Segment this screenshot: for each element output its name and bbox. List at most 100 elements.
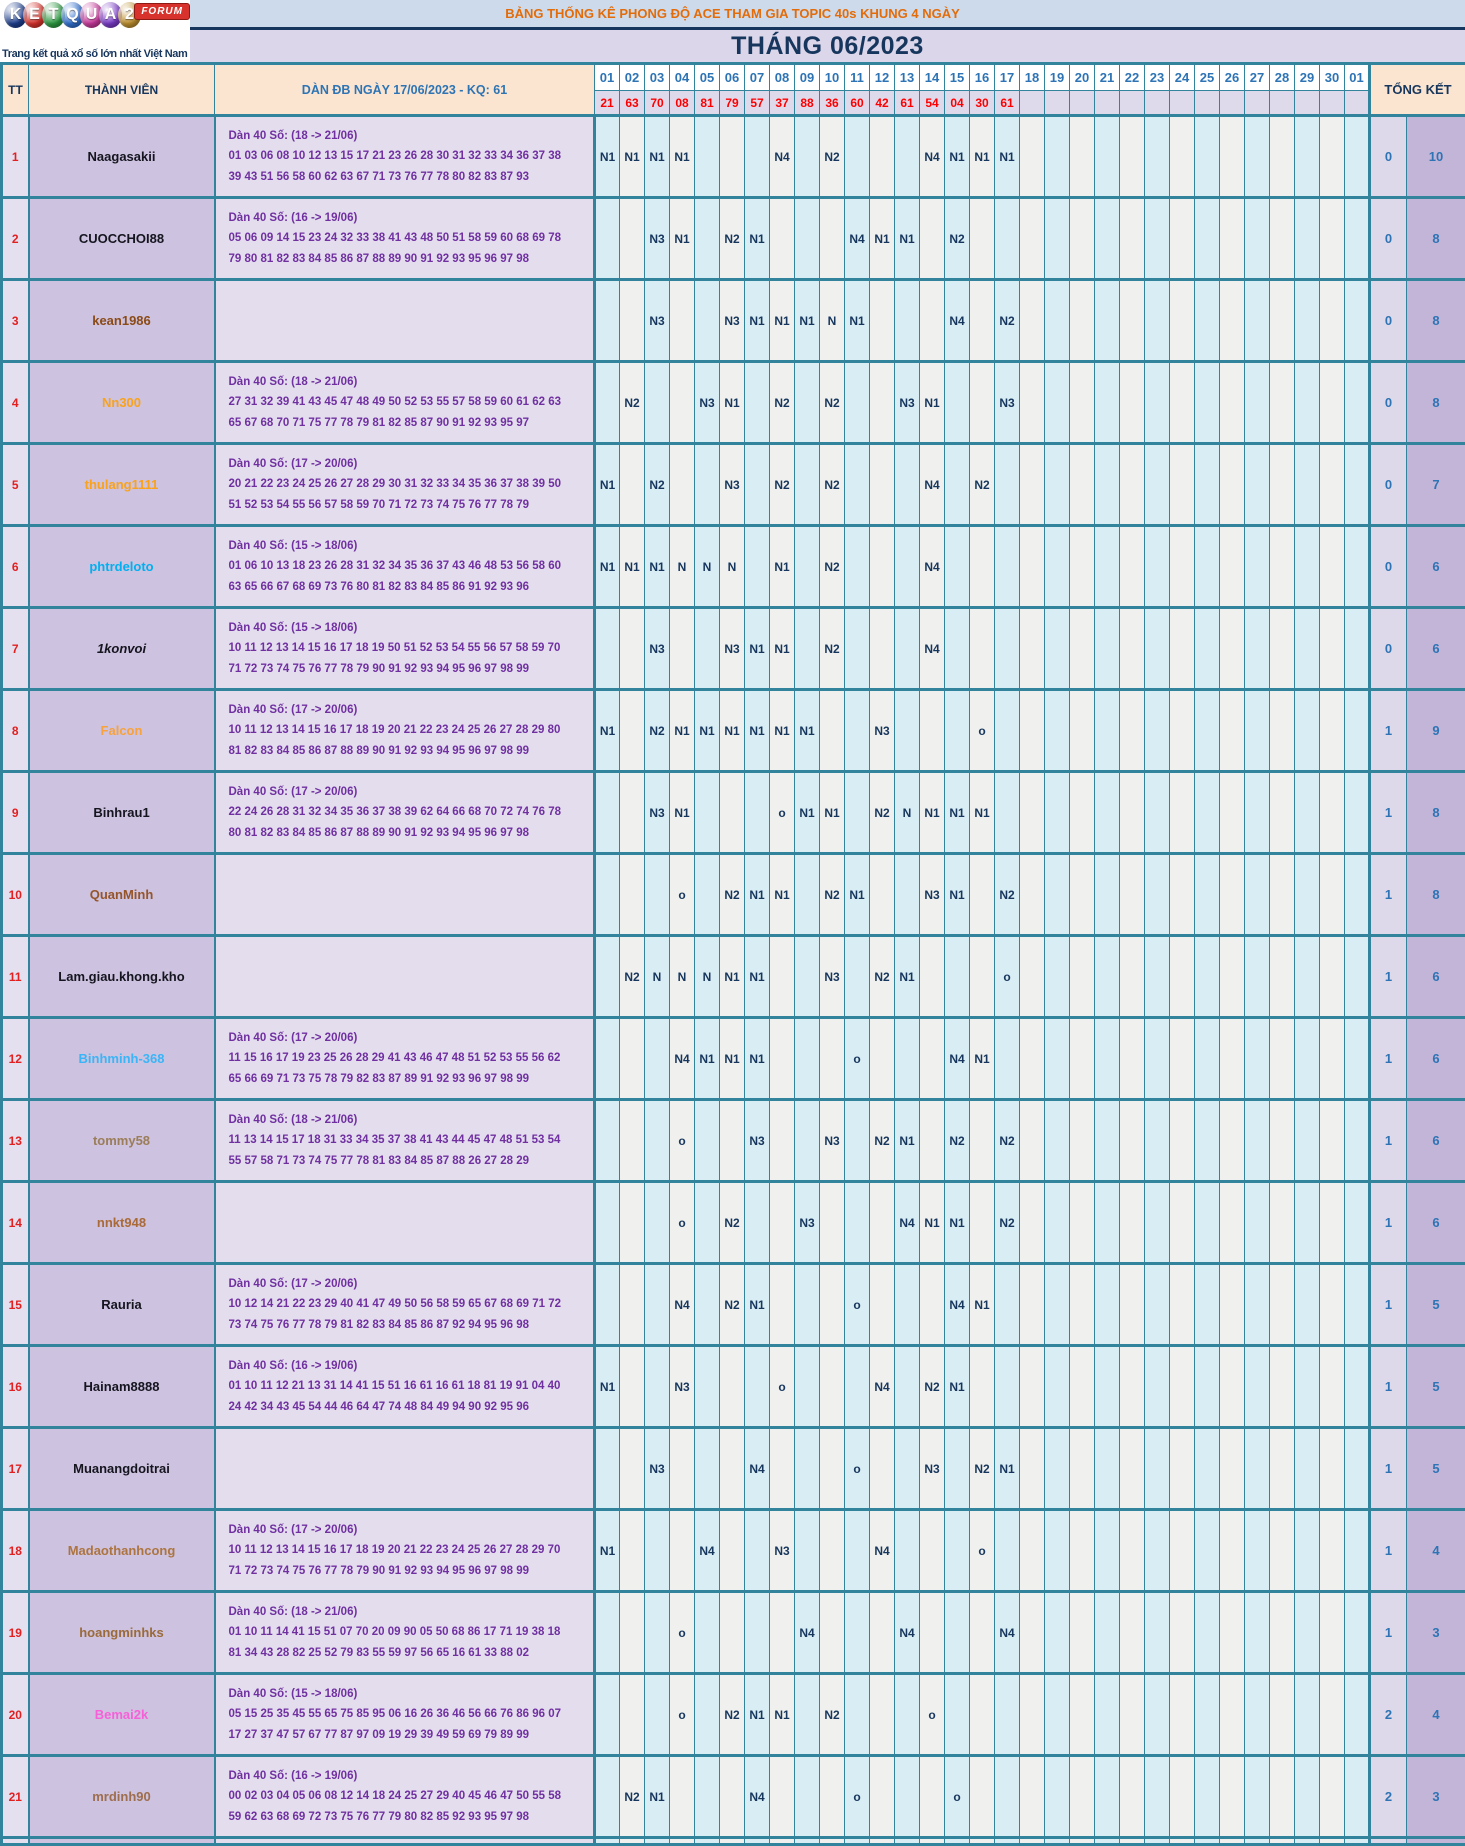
streak-cell-day-18 [1020, 772, 1045, 854]
streak-cell-day-24 [1170, 772, 1195, 854]
streak-cell-day-24 [1170, 1510, 1195, 1592]
streak-cell-day-14 [920, 1264, 945, 1346]
streak-cell-day-1: N1 [595, 526, 620, 608]
streak-cell-day-25 [1195, 936, 1220, 1018]
streak-cell-day-23 [1145, 198, 1170, 280]
streak-cell-day-23 [1145, 1674, 1170, 1756]
streak-cell-day-7: N4 [745, 1756, 770, 1838]
total-miss-count: 0 [1370, 444, 1407, 526]
streak-cell-day-3 [645, 1674, 670, 1756]
total-miss-count: 1 [1370, 1018, 1407, 1100]
streak-cell-day-17 [995, 526, 1020, 608]
column-header-row: TT THÀNH VIÊN DÀN ĐB NGÀY 17/06/2023 - K… [2, 64, 1465, 91]
streak-cell-day-10 [820, 1428, 845, 1510]
streak-cell-day-22 [1120, 198, 1145, 280]
row-number: 5 [2, 444, 29, 526]
streak-cell-day-2 [620, 1510, 645, 1592]
streak-cell-day-9 [795, 1264, 820, 1346]
streak-cell-day-2: N1 [620, 526, 645, 608]
streak-cell-day-5 [695, 1428, 720, 1510]
kq-result-day-9: 88 [795, 91, 820, 116]
streak-cell-day-17 [995, 1756, 1020, 1838]
streak-cell-day-5 [695, 1592, 720, 1674]
cropped-cell [215, 1838, 595, 1845]
total-miss-count: 1 [1370, 1346, 1407, 1428]
streak-cell-day-21 [1095, 1592, 1120, 1674]
total-miss-count: 2 [1370, 1674, 1407, 1756]
streak-cell-day-28 [1270, 854, 1295, 936]
streak-cell-day-8 [770, 1100, 795, 1182]
dan-title: Dàn 40 Số: (18 -> 21/06) [229, 1110, 594, 1130]
streak-cell-day-15 [945, 1674, 970, 1756]
streak-cell-day-13: N3 [895, 362, 920, 444]
streak-cell-day-20 [1070, 1510, 1095, 1592]
streak-cell-day-25 [1195, 362, 1220, 444]
streak-cell-day-1 [595, 936, 620, 1018]
streak-cell-day-15: o [945, 1756, 970, 1838]
streak-cell-day-16 [970, 1100, 995, 1182]
streak-cell-day-3: N3 [645, 1428, 670, 1510]
streak-cell-day-5 [695, 772, 720, 854]
streak-cell-day-25 [1195, 1018, 1220, 1100]
dan-line-2: 73 74 75 76 77 78 79 81 82 83 84 85 86 8… [229, 1315, 594, 1335]
dan-numbers-cell: Dàn 40 Số: (18 -> 21/06)27 31 32 39 41 4… [215, 362, 595, 444]
total-win-count: 6 [1407, 1100, 1465, 1182]
streak-cell-day-11 [845, 936, 870, 1018]
streak-cell-day-25 [1195, 1346, 1220, 1428]
streak-cell-day-5: N4 [695, 1510, 720, 1592]
streak-cell-day-13 [895, 1674, 920, 1756]
streak-cell-day-26 [1220, 772, 1245, 854]
streak-cell-day-22 [1120, 1346, 1145, 1428]
streak-cell-day-7: N4 [745, 1428, 770, 1510]
dan-title: Dàn 40 Số: (17 -> 20/06) [229, 782, 594, 802]
streak-cell-day-22 [1120, 526, 1145, 608]
row-number: 18 [2, 1510, 29, 1592]
dan-line-1: 11 15 16 17 19 23 25 26 28 29 41 43 46 4… [229, 1048, 594, 1068]
total-win-count: 5 [1407, 1428, 1465, 1510]
streak-cell-day-24 [1170, 280, 1195, 362]
row-number: 7 [2, 608, 29, 690]
streak-cell-day-4 [670, 1510, 695, 1592]
dan-numbers-cell: Dàn 40 Số: (17 -> 20/06)10 12 14 21 22 2… [215, 1264, 595, 1346]
streak-cell-day-17: N2 [995, 1182, 1020, 1264]
streak-cell-day-14 [920, 690, 945, 772]
streak-cell-day-7: N3 [745, 1100, 770, 1182]
streak-cell-day-17 [995, 1018, 1020, 1100]
streak-cell-day-16: o [970, 1510, 995, 1592]
streak-cell-day-23 [1145, 1592, 1170, 1674]
cropped-cell [1145, 1838, 1170, 1845]
streak-cell-day-13 [895, 1756, 920, 1838]
streak-cell-day-27 [1245, 1346, 1270, 1428]
streak-cell-day-28 [1270, 1264, 1295, 1346]
streak-cell-day-27 [1245, 526, 1270, 608]
dan-title: Dàn 40 Số: (18 -> 21/06) [229, 126, 594, 146]
member-name: Falcon [29, 690, 215, 772]
streak-cell-day-4: o [670, 1182, 695, 1264]
kq-result-day-28 [1270, 91, 1295, 116]
streak-cell-day-12: N3 [870, 690, 895, 772]
streak-cell-day-14 [920, 198, 945, 280]
dan-numbers-cell [215, 854, 595, 936]
streak-cell-day-12: N2 [870, 936, 895, 1018]
dan-line-1: 05 06 09 14 15 23 24 32 33 38 41 43 48 5… [229, 228, 594, 248]
cropped-cell [1045, 1838, 1070, 1845]
streak-cell-day-12 [870, 1018, 895, 1100]
streak-cell-day-19 [1045, 854, 1070, 936]
dan-numbers-cell: Dàn 40 Số: (18 -> 21/06)11 13 14 15 17 1… [215, 1100, 595, 1182]
streak-cell-day-7: N1 [745, 1264, 770, 1346]
streak-cell-day-7: N1 [745, 608, 770, 690]
dan-numbers-cell: Dàn 40 Số: (15 -> 18/06)05 15 25 35 45 5… [215, 1674, 595, 1756]
row-number: 20 [2, 1674, 29, 1756]
total-win-count: 8 [1407, 854, 1465, 936]
cropped-cell [1020, 1838, 1045, 1845]
streak-cell-day-14 [920, 280, 945, 362]
streak-cell-day-20 [1070, 936, 1095, 1018]
day-column-header-5: 05 [695, 64, 720, 91]
streak-cell-day-29 [1295, 526, 1320, 608]
streak-cell-day-29 [1295, 772, 1320, 854]
member-name: Nn300 [29, 362, 215, 444]
kq-result-day-16: 30 [970, 91, 995, 116]
streak-cell-day-20 [1070, 1100, 1095, 1182]
